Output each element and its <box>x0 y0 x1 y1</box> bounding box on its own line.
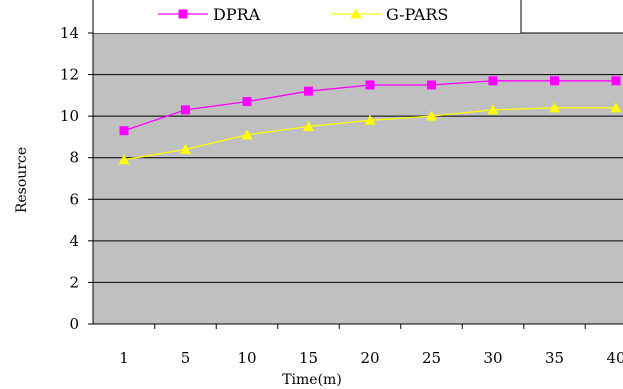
x-tick-label: 1 <box>119 349 129 367</box>
legend-label: DPRA <box>213 5 261 24</box>
legend-entries: DPRA G-PARS <box>158 5 448 24</box>
x-axis-ticks: 1 5 10 15 20 25 30 35 40 <box>119 324 623 367</box>
y-tick-label: 8 <box>69 149 79 167</box>
x-tick-label: 30 <box>483 349 502 367</box>
legend: DPRA G-PARS <box>92 0 522 33</box>
data-point <box>242 97 252 107</box>
y-tick-label: 0 <box>69 315 79 333</box>
y-tick-label: 12 <box>60 66 79 84</box>
y-tick-label: 4 <box>69 232 79 250</box>
legend-marker <box>178 9 188 19</box>
plot-area-background <box>93 33 623 324</box>
data-point <box>303 121 314 132</box>
y-tick-label: 6 <box>69 190 79 208</box>
legend-entry: G-PARS <box>331 5 448 24</box>
data-point <box>364 114 376 125</box>
data-point <box>118 154 130 165</box>
data-point <box>488 76 498 86</box>
data-point <box>181 105 190 115</box>
data-point <box>487 104 499 115</box>
data-point <box>241 129 253 140</box>
axes <box>92 33 623 325</box>
series-g-pars <box>118 102 622 165</box>
y-tick-label: 10 <box>60 107 79 125</box>
y-axis-title: Resource <box>14 147 30 213</box>
data-point <box>549 102 560 113</box>
y-tick-label: 14 <box>60 24 79 42</box>
data-point <box>427 80 436 90</box>
legend-entry: DPRA <box>158 5 261 24</box>
x-tick-label: 40 <box>606 349 623 367</box>
series-dpra <box>119 76 621 136</box>
x-tick-label: 5 <box>181 349 191 367</box>
legend-box <box>93 0 521 33</box>
data-point <box>365 80 375 90</box>
y-tick-label: 2 <box>69 273 79 291</box>
x-tick-label: 15 <box>299 349 318 367</box>
x-tick-label: 35 <box>545 349 564 367</box>
x-tick-label: 20 <box>360 349 379 367</box>
data-point <box>610 102 622 113</box>
y-axis-ticks: 0 2 4 6 8 10 12 14 <box>60 24 93 333</box>
data-point <box>304 86 313 96</box>
x-tick-label: 25 <box>422 349 441 367</box>
data-point <box>119 126 129 136</box>
legend-label: G-PARS <box>386 5 448 24</box>
data-point <box>426 110 437 121</box>
legend-marker <box>350 8 362 19</box>
x-axis-title: Time(m) <box>282 372 342 388</box>
data-point <box>180 143 191 154</box>
data-point <box>611 76 621 86</box>
series-layer <box>118 76 622 165</box>
x-tick-label: 10 <box>237 349 256 367</box>
data-point <box>550 76 559 86</box>
